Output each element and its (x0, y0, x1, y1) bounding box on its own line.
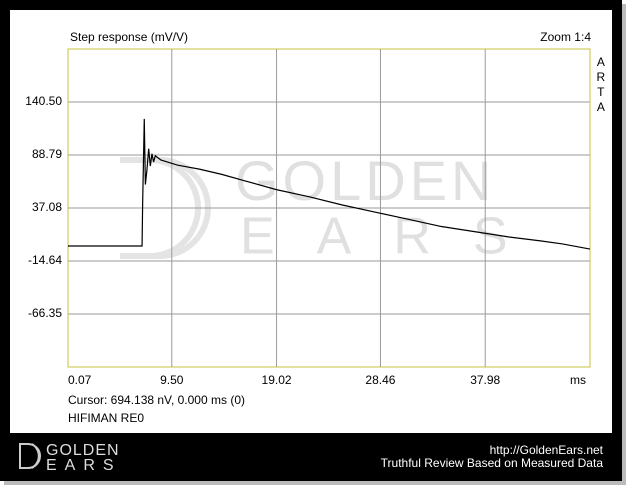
cursor-readout: Cursor: 694.138 nV, 0.000 ms (0) (68, 393, 245, 407)
y-tick-label: -66.35 (28, 306, 62, 320)
footer-tagline: Truthful Review Based on Measured Data (381, 456, 604, 470)
chart-title: Step response (mV/V) (70, 30, 188, 44)
watermark-bottom: EARS (240, 208, 550, 266)
y-tick-label: 140.50 (25, 94, 62, 108)
x-tick-label: 9.50 (160, 373, 184, 387)
footer-url: http://GoldenEars.net (490, 443, 604, 457)
y-tick-label: 88.79 (32, 147, 62, 161)
x-tick-label: 19.02 (262, 373, 292, 387)
side-label: ARTA (594, 55, 608, 115)
logo-top: GOLDEN (46, 442, 120, 459)
x-tick-label: 37.98 (470, 373, 500, 387)
footer-logo: GOLDEN EARS (19, 442, 122, 474)
plot-border (67, 48, 591, 368)
logo-icon (19, 443, 41, 469)
y-tick-label: 37.08 (32, 200, 62, 214)
series-name: HIFIMAN RE0 (68, 411, 144, 425)
watermark-top: GOLDEN (235, 149, 496, 212)
x-unit: ms (570, 373, 586, 387)
logo-bottom: EARS (46, 457, 122, 474)
x-tick-label: 0.07 (68, 373, 92, 387)
x-tick-label: 28.46 (365, 373, 395, 387)
step-response-line (68, 118, 591, 250)
zoom-label: Zoom 1:4 (540, 30, 591, 44)
y-tick-label: -14.64 (28, 253, 62, 267)
